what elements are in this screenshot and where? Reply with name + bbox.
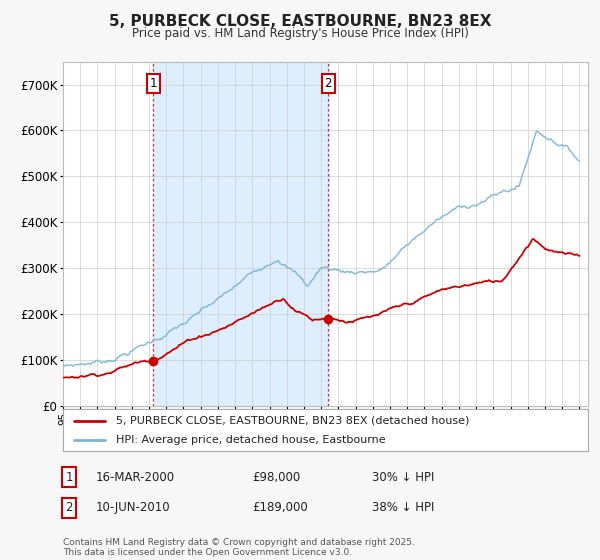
Text: Contains HM Land Registry data © Crown copyright and database right 2025.
This d: Contains HM Land Registry data © Crown c… (63, 538, 415, 557)
Text: 16-MAR-2000: 16-MAR-2000 (96, 470, 175, 484)
Text: 10-JUN-2010: 10-JUN-2010 (96, 501, 170, 515)
Text: HPI: Average price, detached house, Eastbourne: HPI: Average price, detached house, East… (115, 435, 385, 445)
Text: £98,000: £98,000 (252, 470, 300, 484)
Text: 1: 1 (149, 77, 157, 90)
Text: 1: 1 (65, 470, 73, 484)
Bar (152, 62, 329, 406)
Text: 5, PURBECK CLOSE, EASTBOURNE, BN23 8EX: 5, PURBECK CLOSE, EASTBOURNE, BN23 8EX (109, 14, 491, 29)
Text: Price paid vs. HM Land Registry's House Price Index (HPI): Price paid vs. HM Land Registry's House … (131, 27, 469, 40)
Text: 2: 2 (325, 77, 332, 90)
Text: £189,000: £189,000 (252, 501, 308, 515)
Text: 30% ↓ HPI: 30% ↓ HPI (372, 470, 434, 484)
Text: 38% ↓ HPI: 38% ↓ HPI (372, 501, 434, 515)
Text: 2: 2 (65, 501, 73, 515)
Text: 5, PURBECK CLOSE, EASTBOURNE, BN23 8EX (detached house): 5, PURBECK CLOSE, EASTBOURNE, BN23 8EX (… (115, 416, 469, 426)
